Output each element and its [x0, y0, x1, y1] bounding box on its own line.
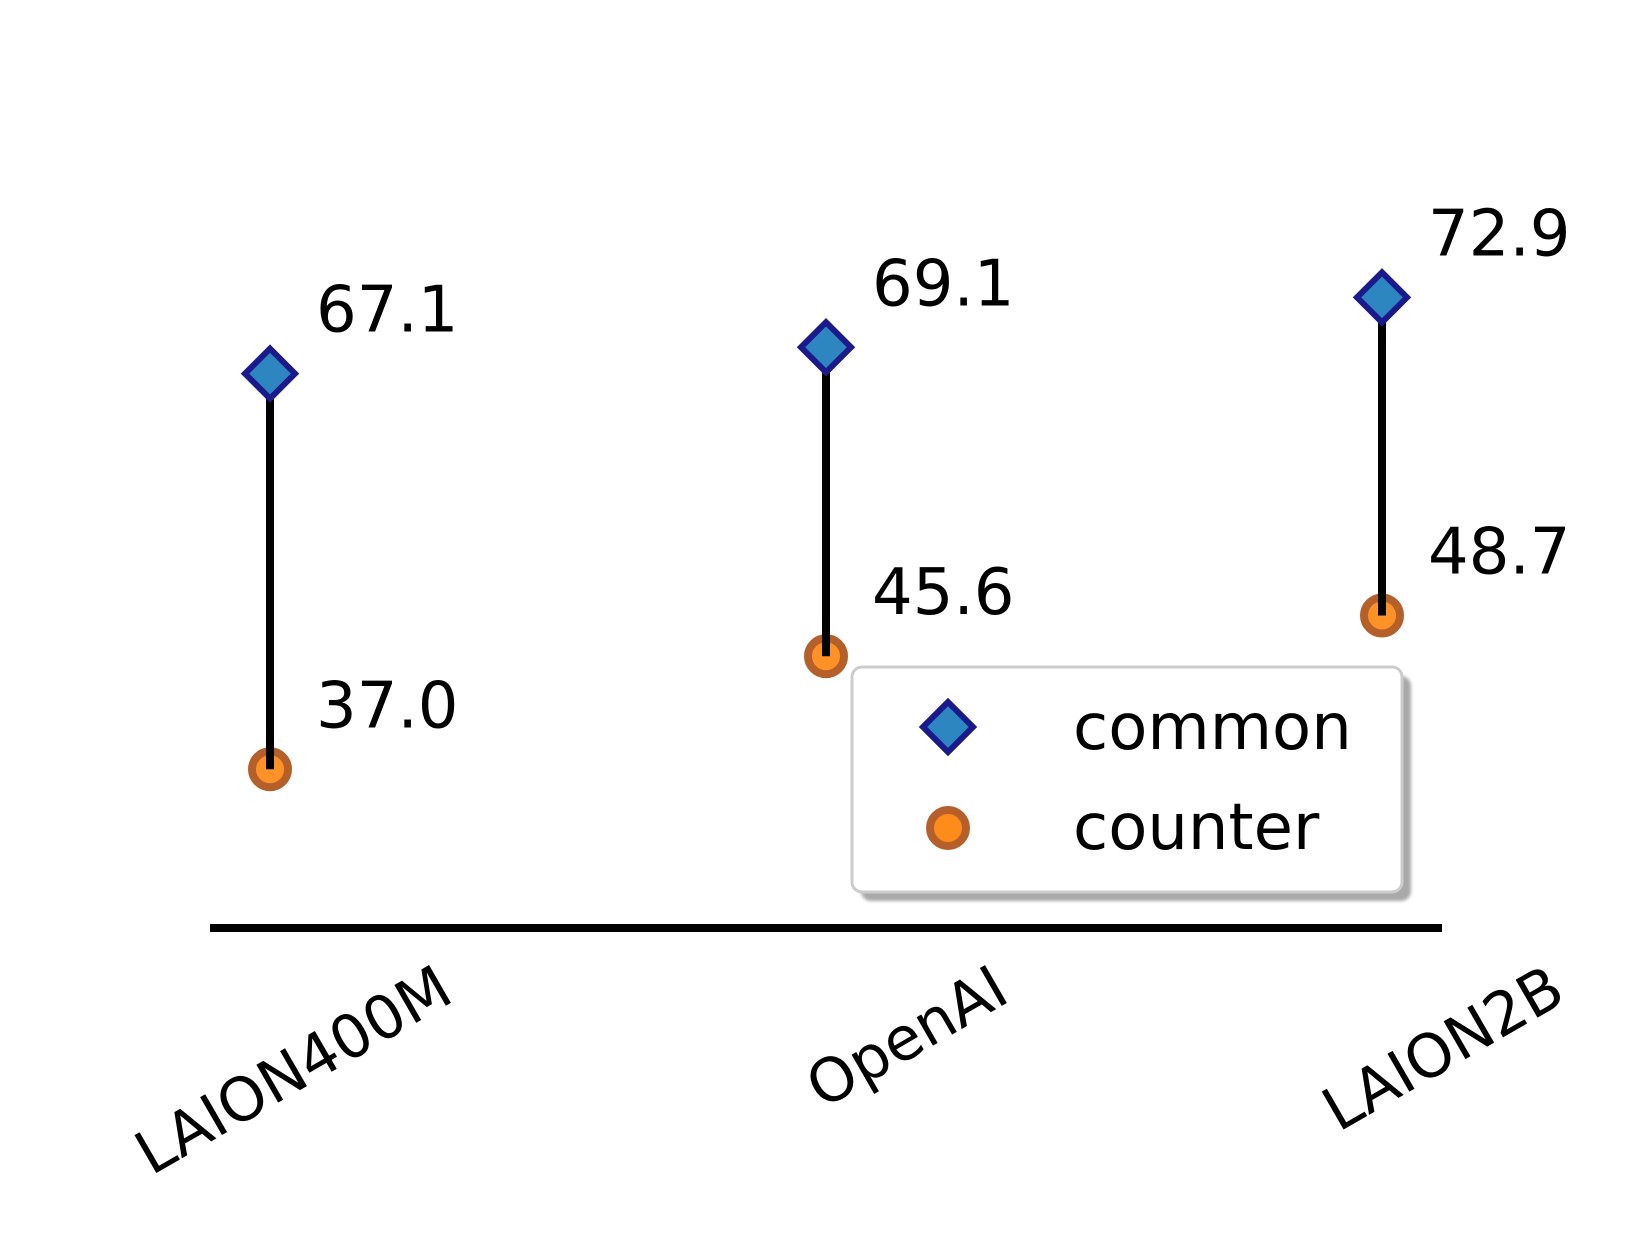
x-tick-labels: LAION400M OpenAI LAION2B: [124, 952, 1576, 1189]
common-value-label: 67.1: [316, 274, 459, 348]
counter-value-label: 45.6: [872, 556, 1015, 630]
x-tick-label-laion2b: LAION2B: [1311, 952, 1575, 1145]
counter-value-label: 37.0: [316, 669, 459, 743]
legend-counter-label: counter: [1073, 791, 1320, 865]
common-marker-openai: [796, 318, 856, 377]
counter-value-label: 48.7: [1428, 515, 1571, 589]
common-marker-laion2b: [1352, 268, 1412, 327]
legend-counter-marker: [926, 806, 970, 850]
legend-box: [850, 665, 1404, 894]
value-labels: 67.1 37.0 69.1 45.6 72.9 48.7: [316, 197, 1571, 743]
x-tick-label-laion400m: LAION400M: [124, 952, 464, 1189]
x-tick-label-openai: OpenAI: [795, 952, 1020, 1122]
common-value-label: 69.1: [872, 247, 1015, 321]
connector-lines: [266, 297, 1386, 770]
legend-common-label: common: [1073, 691, 1352, 765]
legend: common counter: [850, 665, 1411, 901]
common-value-label: 72.9: [1428, 197, 1571, 271]
legend-common-marker: [918, 697, 978, 757]
common-marker-laion400m: [240, 344, 300, 403]
